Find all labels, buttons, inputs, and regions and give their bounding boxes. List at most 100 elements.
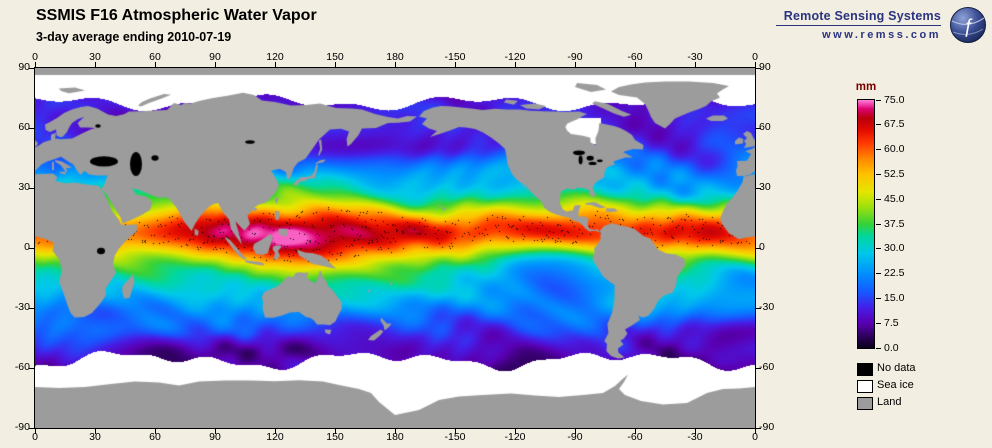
lon-tick-mark-top (335, 62, 336, 67)
lon-tick-label-bottom: 180 (386, 431, 404, 443)
lon-tick-label-bottom: -30 (687, 431, 703, 443)
lon-tick-mark-bottom (95, 429, 96, 434)
lon-tick-mark-bottom (275, 429, 276, 434)
lat-tick-label-right: 30 (759, 181, 771, 193)
lon-tick-label-bottom: -120 (504, 431, 526, 443)
lat-tick-label-right: -30 (759, 301, 775, 313)
lon-tick-label-top: -60 (627, 51, 643, 63)
colorbar-tick-mark (876, 149, 881, 151)
lon-tick-mark-bottom (395, 429, 396, 434)
colorbar-tick-mark (876, 198, 881, 200)
lon-tick-label-bottom: 0 (32, 431, 38, 443)
lon-tick-mark-top (515, 62, 516, 67)
lon-tick-label-top: -90 (567, 51, 583, 63)
branding-name: Remote Sensing Systems (783, 9, 941, 23)
lon-tick-mark-bottom (635, 429, 636, 434)
lon-tick-label-bottom: 90 (209, 431, 221, 443)
colorbar-tick-label: 75.0 (884, 93, 905, 106)
lat-tick-label-right: 0 (759, 241, 765, 253)
lat-tick-label-left: -30 (14, 301, 30, 313)
lon-tick-mark-top (635, 62, 636, 67)
lon-tick-mark-bottom (515, 429, 516, 434)
colorbar-tick-mark (876, 347, 881, 349)
colorbar-tick-label: 7.5 (884, 316, 899, 329)
lon-tick-mark-top (215, 62, 216, 67)
lon-tick-mark-bottom (455, 429, 456, 434)
lon-tick-mark-top (695, 62, 696, 67)
lon-tick-mark-top (95, 62, 96, 67)
lon-tick-label-bottom: 30 (89, 431, 101, 443)
branding-text: Remote Sensing Systems www.remss.com (776, 9, 941, 41)
colorbar-tick-mark (876, 248, 881, 250)
lat-tick-label-right: 90 (759, 61, 771, 73)
colorbar-tick-label: 15.0 (884, 291, 905, 304)
legend-swatch-sea-ice (857, 380, 873, 393)
lon-tick-mark-top (275, 62, 276, 67)
lon-tick-mark-bottom (35, 429, 36, 434)
legend-swatch-no-data (857, 363, 873, 376)
branding-url: www.remss.com (822, 29, 941, 41)
lon-tick-mark-top (395, 62, 396, 67)
lon-tick-mark-top (575, 62, 576, 67)
lon-tick-mark-bottom (695, 429, 696, 434)
lat-tick-label-left: -90 (14, 421, 30, 433)
lon-tick-label-bottom: 0 (752, 431, 758, 443)
lon-tick-label-bottom: 60 (149, 431, 161, 443)
lon-tick-mark-top (35, 62, 36, 67)
lon-tick-label-top: 150 (326, 51, 344, 63)
figure-subtitle: 3-day average ending 2010-07-19 (36, 30, 232, 44)
lat-tick-mark-right (756, 68, 761, 69)
lon-tick-label-top: -120 (504, 51, 526, 63)
colorbar-tick-label: 30.0 (884, 242, 905, 255)
map-frame (34, 67, 756, 429)
lon-tick-mark-top (155, 62, 156, 67)
lat-tick-mark-right (756, 308, 761, 309)
lat-tick-label-left: -60 (14, 361, 30, 373)
colorbar-tick-label: 22.5 (884, 267, 905, 280)
colorbar-tick-label: 45.0 (884, 192, 905, 205)
colorbar-tick-label: 37.5 (884, 217, 905, 230)
globe-icon: ƒ (950, 7, 986, 43)
legend-swatch-land (857, 397, 873, 410)
lat-tick-label-right: -60 (759, 361, 775, 373)
lon-tick-mark-bottom (335, 429, 336, 434)
lon-tick-label-bottom: 120 (266, 431, 284, 443)
lon-tick-label-top: 180 (386, 51, 404, 63)
lat-tick-label-right: -90 (759, 421, 775, 433)
colorbar-tick-mark (876, 322, 881, 324)
colorbar (858, 100, 874, 348)
lon-tick-label-top: 90 (209, 51, 221, 63)
world-map-canvas (35, 68, 755, 428)
lat-tick-mark-left (29, 188, 34, 189)
colorbar-tick-label: 67.5 (884, 118, 905, 131)
colorbar-tick-mark (876, 173, 881, 175)
lat-tick-mark-left (29, 308, 34, 309)
lon-tick-label-bottom: -150 (444, 431, 466, 443)
legend-label: Sea ice (877, 379, 914, 391)
colorbar-tick-mark (876, 297, 881, 299)
colorbar-tick-mark (876, 273, 881, 275)
colorbar-tick-mark (876, 99, 881, 101)
colorbar-tick-mark (876, 124, 881, 126)
svg-text:ƒ: ƒ (963, 16, 974, 37)
lat-tick-mark-right (756, 368, 761, 369)
lon-tick-label-bottom: -90 (567, 431, 583, 443)
lon-tick-mark-bottom (155, 429, 156, 434)
lat-tick-label-left: 90 (18, 61, 30, 73)
lon-tick-label-top: -30 (687, 51, 703, 63)
lon-tick-mark-bottom (575, 429, 576, 434)
branding-divider (776, 25, 941, 26)
lat-tick-mark-right (756, 428, 761, 429)
lon-tick-label-top: 120 (266, 51, 284, 63)
lon-tick-label-top: 0 (752, 51, 758, 63)
lat-tick-mark-left (29, 368, 34, 369)
legend-label: No data (877, 362, 916, 374)
lat-tick-mark-left (29, 68, 34, 69)
figure-title: SSMIS F16 Atmospheric Water Vapor (36, 7, 317, 24)
lon-tick-mark-bottom (755, 429, 756, 434)
lon-tick-label-top: 60 (149, 51, 161, 63)
lat-tick-mark-right (756, 128, 761, 129)
lat-tick-mark-left (29, 428, 34, 429)
lon-tick-mark-top (755, 62, 756, 67)
colorbar-unit-label: mm (855, 81, 877, 93)
